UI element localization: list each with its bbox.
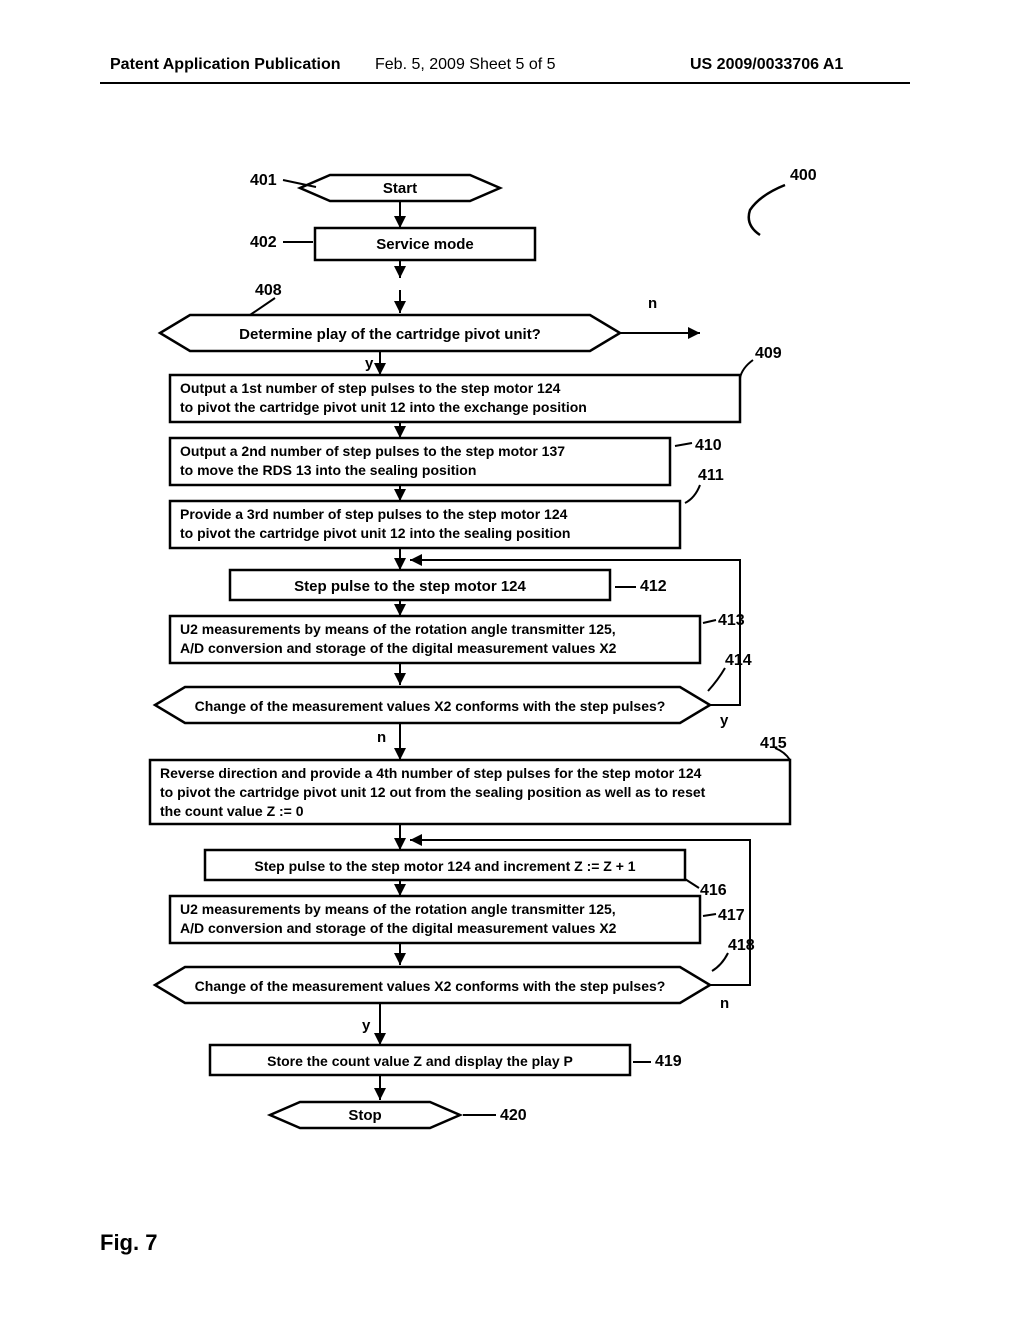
branch-414-n: n — [377, 729, 386, 746]
label-414: 414 — [725, 652, 752, 669]
node-409-t2: to pivot the cartridge pivot unit 12 int… — [180, 399, 587, 415]
node-409-t1: Output a 1st number of step pulses to th… — [180, 380, 561, 396]
node-402-text: Service mode — [376, 236, 474, 253]
label-420: 420 — [500, 1107, 527, 1124]
header-left: Patent Application Publication — [110, 56, 341, 74]
node-418-text: Change of the measurement values X2 conf… — [195, 978, 666, 994]
node-411-t2: to pivot the cartridge pivot unit 12 int… — [180, 525, 570, 541]
node-410-t2: to move the RDS 13 into the sealing posi… — [180, 462, 476, 478]
node-408-text: Determine play of the cartridge pivot un… — [239, 326, 541, 343]
branch-418-y: y — [362, 1017, 371, 1034]
node-415-t2: to pivot the cartridge pivot unit 12 out… — [160, 784, 706, 800]
figure-label: Fig. 7 — [100, 1230, 157, 1256]
branch-408-n: n — [648, 295, 657, 312]
node-start-text: Start — [383, 180, 417, 197]
node-410-t1: Output a 2nd number of step pulses to th… — [180, 443, 565, 459]
label-400: 400 — [790, 167, 817, 184]
header-right: US 2009/0033706 A1 — [690, 56, 843, 74]
label-410: 410 — [695, 437, 722, 454]
node-412-text: Step pulse to the step motor 124 — [294, 578, 526, 595]
node-415-t1: Reverse direction and provide a 4th numb… — [160, 765, 702, 781]
label-401: 401 — [250, 172, 277, 189]
header-rule — [100, 82, 910, 84]
label-411: 411 — [698, 467, 724, 484]
label-415: 415 — [760, 735, 787, 752]
node-415-t3: the count value Z := 0 — [160, 803, 304, 819]
branch-418-n: n — [720, 995, 729, 1012]
node-414-text: Change of the measurement values X2 conf… — [195, 698, 666, 714]
label-416: 416 — [700, 882, 727, 899]
label-412: 412 — [640, 578, 667, 595]
node-417-t2: A/D conversion and storage of the digita… — [180, 920, 617, 936]
node-419-text: Store the count value Z and display the … — [267, 1053, 573, 1069]
label-402: 402 — [250, 234, 277, 251]
label-417: 417 — [718, 907, 745, 924]
label-409: 409 — [755, 345, 782, 362]
node-411-t1: Provide a 3rd number of step pulses to t… — [180, 506, 568, 522]
label-419: 419 — [655, 1053, 682, 1070]
node-416-text: Step pulse to the step motor 124 and inc… — [254, 858, 635, 874]
branch-414-y: y — [720, 712, 729, 729]
branch-408-y: y — [365, 355, 374, 372]
header-mid: Feb. 5, 2009 Sheet 5 of 5 — [375, 56, 556, 74]
page: Patent Application Publication Feb. 5, 2… — [0, 0, 1024, 1320]
node-stop-text: Stop — [348, 1107, 381, 1124]
node-417-t1: U2 measurements by means of the rotation… — [180, 901, 616, 917]
flowchart-svg: Start 401 400 Service mode 402 Determine… — [100, 150, 920, 1250]
node-413-t1: U2 measurements by means of the rotation… — [180, 621, 616, 637]
label-408: 408 — [255, 282, 282, 299]
node-413-t2: A/D conversion and storage of the digita… — [180, 640, 617, 656]
